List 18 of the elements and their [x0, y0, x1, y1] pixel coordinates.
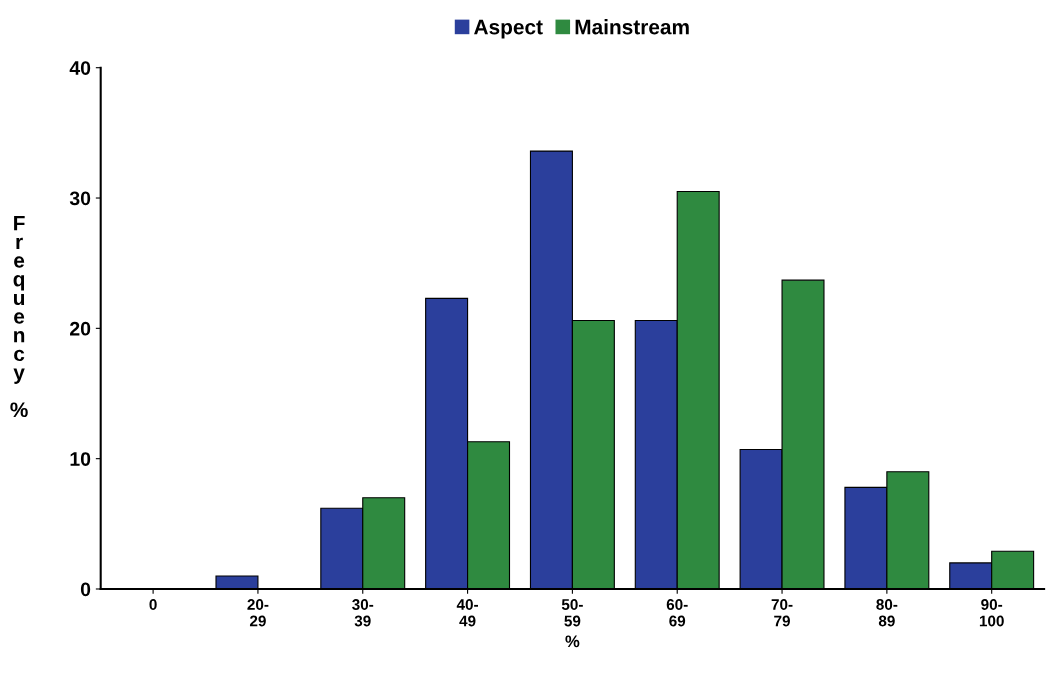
x-tick-label: 40- 49: [456, 599, 479, 627]
x-axis-title: %: [565, 635, 580, 648]
x-tick-label: 0: [149, 599, 157, 610]
x-tick-label: 30- 39: [352, 599, 374, 627]
x-tick-label: 90- 100: [979, 599, 1004, 627]
x-tick-label: 50- 59: [561, 599, 583, 627]
y-tick-label: 30: [69, 191, 91, 206]
y-tick-label: 40: [69, 61, 91, 75]
x-tick-label: 80- 89: [876, 599, 898, 627]
y-tick-label: 10: [70, 452, 91, 466]
x-tick-label: 20- 29: [247, 599, 269, 627]
legend-label: Mainstream: [575, 19, 689, 35]
legend-label: Aspect: [474, 19, 543, 39]
x-tick-label: 70- 79: [771, 599, 793, 627]
y-tick-label: 0: [80, 582, 91, 597]
text: Frequency %: [10, 215, 28, 418]
x-tick-label: 60- 69: [666, 599, 688, 627]
y-tick-label: 20: [70, 321, 91, 336]
